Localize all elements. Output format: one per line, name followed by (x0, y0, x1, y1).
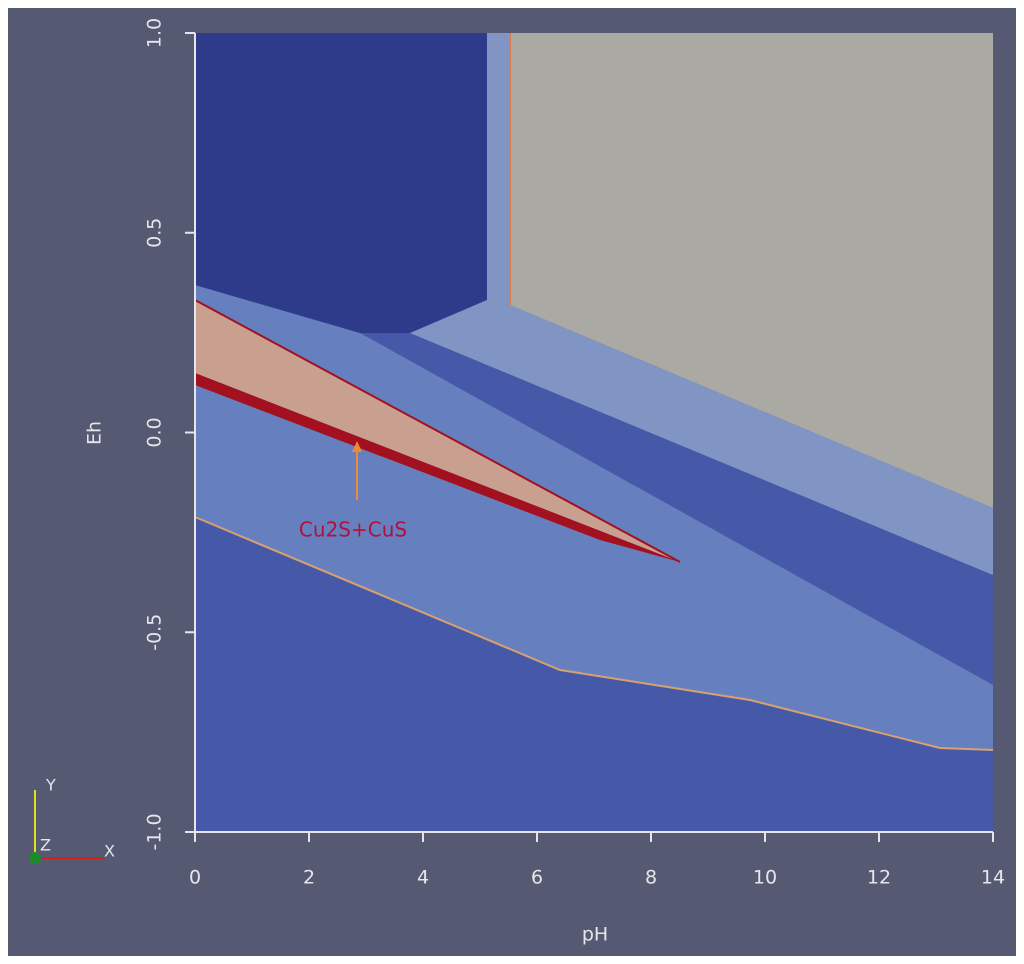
boundary (195, 373, 680, 562)
x-axis-label: pH (582, 924, 608, 946)
annotation: Cu2S+CuS (299, 518, 407, 542)
y-tick-label: 1.0 (144, 18, 166, 48)
region (195, 33, 487, 333)
y-tick-label: -1.0 (144, 813, 166, 850)
x-tick-label: 12 (867, 867, 891, 889)
triad-label: Z (40, 836, 51, 855)
x-tick-label: 14 (981, 867, 1005, 889)
x-tick-label: 0 (189, 867, 201, 889)
axes-triad: Y Z X (29, 776, 115, 864)
y-tick-label: 0.5 (144, 218, 166, 248)
triad-label: Y (45, 776, 56, 795)
region (410, 33, 993, 575)
triad-label: X (104, 842, 115, 861)
boundary (194, 516, 994, 751)
axes: 0 2 4 6 8 10 12 14 -1.0 -0.5 0.0 0.5 1.0 (144, 18, 1006, 889)
triad-z (29, 852, 41, 864)
region (510, 33, 993, 508)
boundary (194, 299, 681, 563)
y-tick-label: 0.0 (144, 417, 166, 447)
y-axis-label: Eh (84, 421, 106, 445)
y-tick-label: -0.5 (144, 614, 166, 651)
x-tick-label: 10 (753, 867, 777, 889)
annotation-arrow-head (352, 441, 362, 452)
x-tick-label: 2 (303, 867, 315, 889)
plot-regions (194, 33, 994, 832)
x-tick-label: 6 (531, 867, 543, 889)
x-tick-label: 8 (645, 867, 657, 889)
x-tick-label: 4 (417, 867, 429, 889)
